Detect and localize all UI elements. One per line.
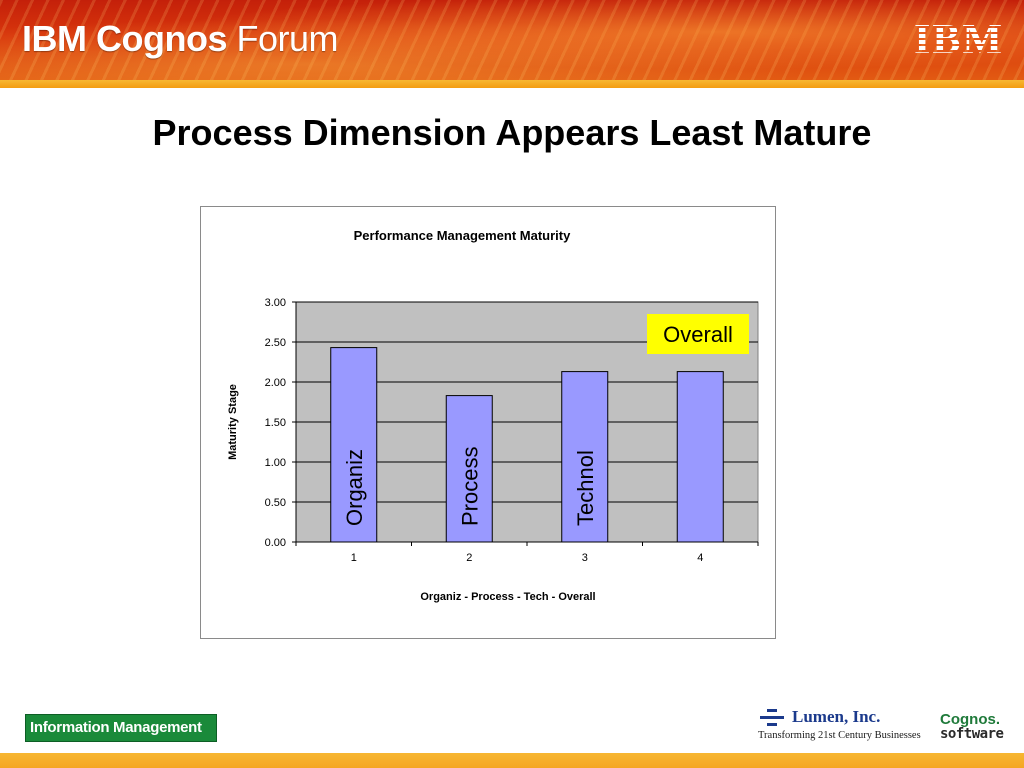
cognos-software-logo: Cognos. software (940, 712, 1010, 746)
annotation-overall: Overall (663, 322, 733, 347)
y-tick-label: 3.00 (265, 297, 286, 309)
slide-title: Process Dimension Appears Least Mature (152, 112, 872, 153)
chart-svg: Performance Management Maturity 0.00 0.50 1… (227, 228, 759, 603)
bar-label: Technol (573, 450, 598, 526)
header-banner: IBM Cognos Forum IBM (0, 0, 1024, 80)
y-tick-label: 1.00 (265, 457, 286, 469)
chart-frame: Performance Management Maturity 0.00 0.50 1… (200, 206, 776, 639)
y-tick-label: 0.00 (265, 537, 286, 549)
y-tick-label: 2.50 (265, 337, 286, 349)
information-management-badge: Information Management (25, 714, 217, 742)
y-tick-label: 1.50 (265, 417, 286, 429)
bar-3 (561, 371, 609, 543)
lumen-tagline: Transforming 21st Century Businesses (758, 730, 921, 741)
y-tick-label: 2.00 (265, 377, 286, 389)
cognos-logo-line1: Cognos. (940, 711, 1000, 728)
y-tick-label: 0.50 (265, 497, 286, 509)
brand-bold: IBM Cognos (22, 18, 227, 59)
lumen-icon (760, 709, 784, 729)
brand-light: Forum (226, 18, 338, 59)
ibm-logo: IBM (914, 17, 1004, 63)
y-axis-label: Maturity Stage (227, 384, 239, 460)
lumen-logo: Lumen, Inc. Transforming 21st Century Bu… (756, 706, 931, 746)
x-tick-label: 2 (466, 552, 472, 564)
cognos-logo-line2: software (940, 726, 1004, 742)
bar-2 (445, 395, 493, 543)
annotation-box (647, 314, 749, 354)
bar-1 (330, 347, 378, 543)
x-tick-label: 3 (582, 552, 588, 564)
header-stripe (0, 80, 1024, 88)
x-tick-label: 1 (351, 552, 357, 564)
x-tick-label: 4 (697, 552, 703, 564)
lumen-name: Lumen, Inc. (792, 707, 881, 726)
bar-4 (676, 371, 724, 543)
chart-title: Performance Management Maturity (354, 228, 571, 243)
footer-bar (0, 753, 1024, 768)
bar-label: Process (457, 447, 482, 526)
brand-title: IBM Cognos Forum (22, 18, 339, 60)
x-axis-label: Organiz - Process - Tech - Overall (420, 591, 595, 603)
bar-label: Organiz (342, 449, 367, 526)
